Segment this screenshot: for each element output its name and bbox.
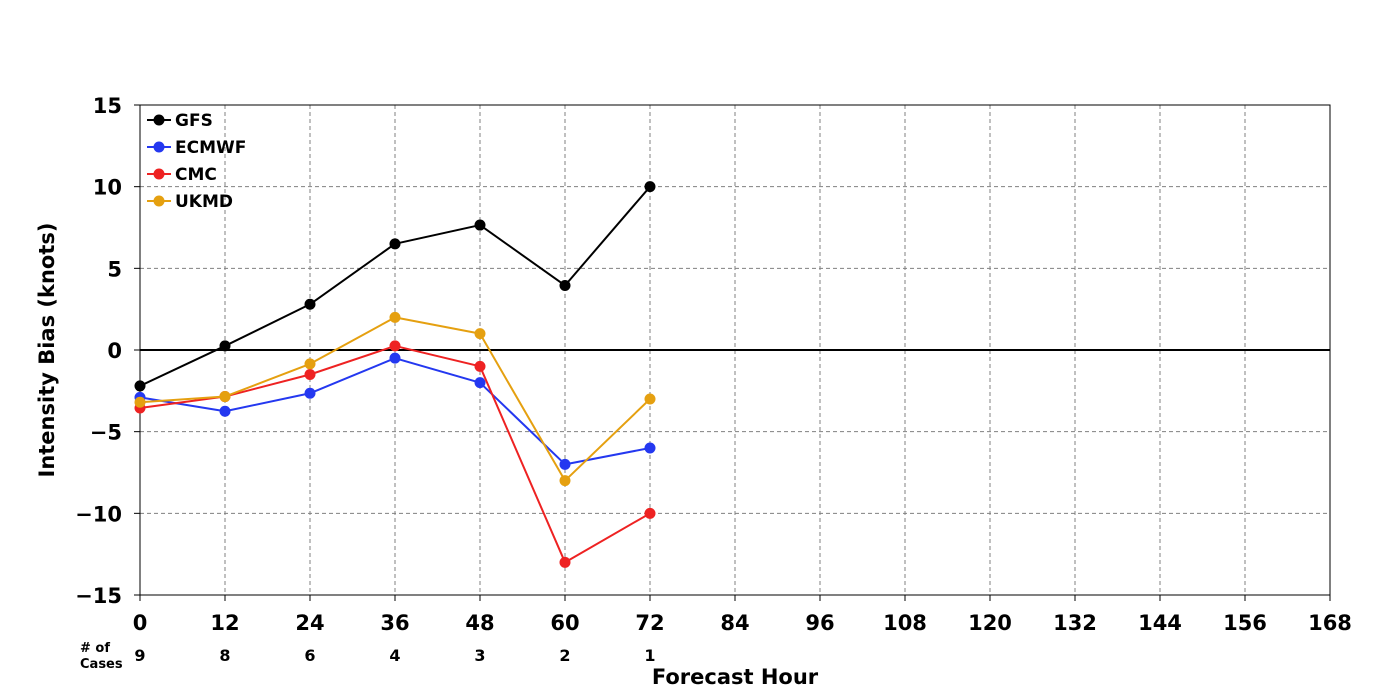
x-tick-label-120: 120: [968, 611, 1012, 635]
x-tick-label-24: 24: [295, 611, 324, 635]
x-axis-ticks: 0 12 24 36 48 60 72 84 96 108 120 132 144 156 168: [133, 595, 1352, 635]
legend-marker-gfs: [153, 114, 165, 126]
legend-item-ukmd: UKMD: [147, 192, 233, 212]
x-tick-label-144: 144: [1138, 611, 1182, 635]
series-gfs: [134, 181, 656, 392]
data-point-ukmd-48: [474, 328, 486, 340]
legend-marker-ecmwf: [153, 141, 165, 153]
y-tick-label-0: 0: [107, 339, 122, 363]
legend-label-gfs: GFS: [175, 111, 213, 131]
data-point-ecmwf-60: [559, 458, 571, 470]
legend-marker-cmc: [153, 168, 165, 180]
y-tick-label-15: 15: [93, 94, 122, 118]
data-point-gfs-36: [389, 238, 401, 250]
legend-label-ecmwf: ECMWF: [175, 138, 246, 158]
data-point-ukmd-24: [304, 358, 316, 370]
cases-count-24: 6: [304, 646, 315, 665]
cases-count-36: 4: [389, 646, 400, 665]
cases-title-line1: # of: [80, 641, 110, 656]
data-point-ecmwf-72: [644, 442, 656, 454]
x-tick-label-36: 36: [380, 611, 409, 635]
legend-label-cmc: CMC: [175, 165, 217, 185]
data-point-gfs-60: [559, 279, 571, 291]
y-axis-ticks: 15 10 5 0 −5 −10 −15: [75, 94, 140, 608]
series-ukmd: [134, 311, 656, 487]
x-tick-label-84: 84: [720, 611, 749, 635]
data-point-gfs-72: [644, 181, 656, 193]
y-tick-label-5: 5: [107, 257, 122, 281]
y-axis-title: Intensity Bias (knots): [35, 223, 59, 478]
y-tick-label--5: −5: [90, 421, 122, 445]
cases-count-60: 2: [559, 646, 570, 665]
x-tick-label-108: 108: [883, 611, 927, 635]
cases-title-line2: Cases: [80, 657, 123, 672]
data-point-gfs-24: [304, 298, 316, 310]
data-point-ecmwf-24: [304, 387, 316, 399]
cases-count-48: 3: [474, 646, 485, 665]
legend-label-ukmd: UKMD: [175, 192, 233, 212]
legend-item-cmc: CMC: [147, 165, 217, 185]
x-tick-label-12: 12: [210, 611, 239, 635]
cases-row: # of Cases 9 8 6 4 3 2 1: [80, 641, 656, 672]
data-point-ukmd-12: [219, 391, 231, 403]
data-point-ecmwf-36: [389, 352, 401, 364]
legend-item-gfs: GFS: [147, 111, 213, 131]
x-axis-title: Forecast Hour: [652, 665, 819, 689]
x-tick-label-0: 0: [133, 611, 148, 635]
cases-count-72: 1: [644, 646, 655, 665]
x-tick-label-96: 96: [805, 611, 834, 635]
data-point-gfs-0: [134, 380, 146, 392]
x-tick-label-156: 156: [1223, 611, 1267, 635]
y-tick-label-10: 10: [93, 176, 122, 200]
x-tick-label-48: 48: [465, 611, 494, 635]
y-tick-label--10: −10: [75, 502, 122, 526]
cases-count-12: 8: [219, 646, 230, 665]
legend-item-ecmwf: ECMWF: [147, 138, 246, 158]
data-point-ecmwf-48: [474, 377, 486, 389]
legend: GFS ECMWF CMC UKMD: [147, 111, 246, 212]
x-tick-label-132: 132: [1053, 611, 1097, 635]
cases-count-0: 9: [134, 646, 145, 665]
data-point-ukmd-72: [644, 393, 656, 405]
x-tick-label-168: 168: [1308, 611, 1352, 635]
data-point-cmc-60: [559, 556, 571, 568]
data-point-cmc-36: [389, 340, 401, 352]
series-group: [134, 181, 656, 568]
x-tick-label-60: 60: [550, 611, 579, 635]
data-point-gfs-48: [474, 219, 486, 231]
x-tick-label-72: 72: [635, 611, 664, 635]
data-point-ukmd-0: [134, 396, 146, 408]
data-point-cmc-48: [474, 360, 486, 372]
legend-marker-ukmd: [153, 195, 165, 207]
data-point-ukmd-60: [559, 475, 571, 487]
data-point-ecmwf-12: [219, 405, 231, 417]
data-point-cmc-72: [644, 507, 656, 519]
y-tick-label--15: −15: [75, 584, 122, 608]
data-point-gfs-12: [219, 340, 231, 352]
data-point-cmc-24: [304, 369, 316, 380]
data-point-ukmd-36: [389, 311, 401, 323]
